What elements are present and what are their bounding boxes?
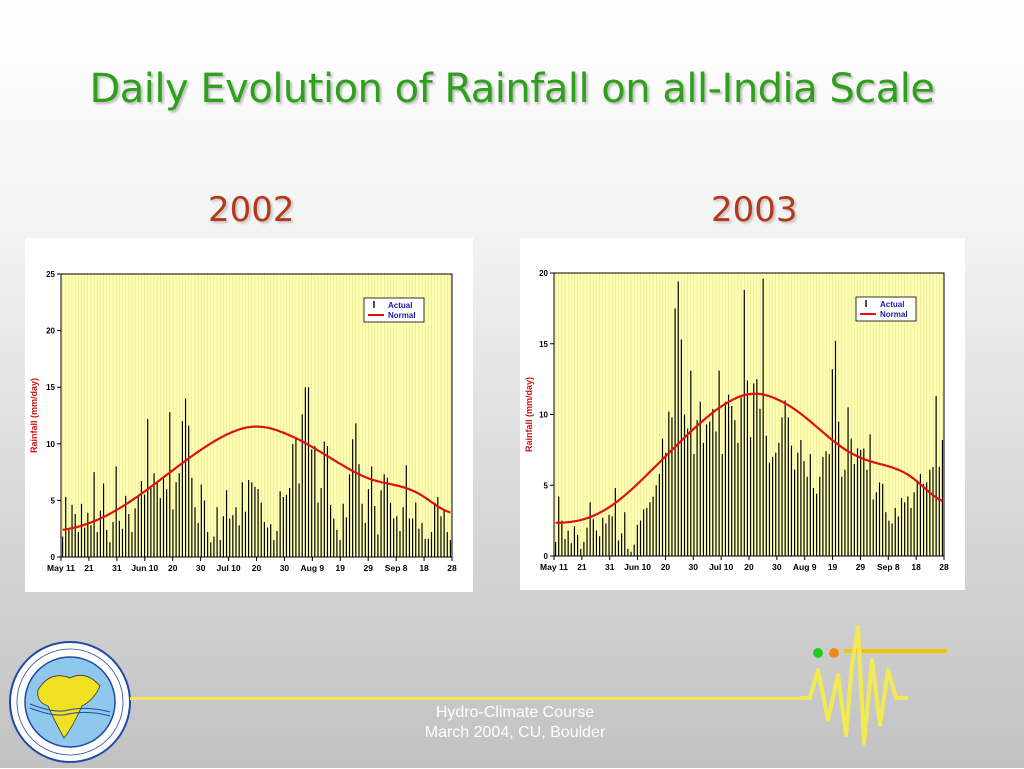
x-tick-label: Sep 8 <box>385 563 408 573</box>
slide-title: Daily Evolution of Rainfall on all-India… <box>89 66 935 112</box>
x-tick-label: Jul 10 <box>709 562 733 572</box>
green-dot-icon <box>813 648 823 658</box>
chart-2003-svg: 0 5 10 15 20 Rainfall (mm/day) May 11 21 31 Jun 1… <box>524 269 949 572</box>
normal-line <box>555 392 943 524</box>
y-axis-label: Rainfall (mm/day) <box>29 378 39 453</box>
y-tick-label: 10 <box>46 440 55 449</box>
x-tick-label: 20 <box>661 562 671 572</box>
x-tick-label: Jul 10 <box>217 563 241 573</box>
legend-actual-label: Actual <box>880 300 904 309</box>
year-label-2003: 2003 <box>711 190 798 230</box>
x-tick-label: 29 <box>856 562 866 572</box>
legend-actual-label: Actual <box>388 301 412 310</box>
x-tick-label: 30 <box>280 563 290 573</box>
y-tick-label: 0 <box>51 553 56 562</box>
chart-2002-svg: 0 5 10 15 20 25 Rainfall (mm/day) May 11 21 31 Jun… <box>29 270 457 573</box>
year-label-2002: 2002 <box>208 190 295 230</box>
x-tick-label: 20 <box>744 562 754 572</box>
y-tick-label: 5 <box>544 481 549 490</box>
footer-divider <box>130 697 810 700</box>
x-tick-label: 28 <box>447 563 457 573</box>
x-tick-label: 29 <box>363 563 373 573</box>
x-tick-label: 18 <box>419 563 429 573</box>
x-tick-label: May 11 <box>47 563 75 573</box>
y-tick-label: 0 <box>544 552 549 561</box>
y-tick-label: 5 <box>51 496 56 505</box>
legend-normal-label: Normal <box>880 310 908 319</box>
x-tick-label: Aug 9 <box>793 562 817 572</box>
seismograph-decoration <box>800 625 960 755</box>
x-tick-label: 19 <box>828 562 838 572</box>
x-tick-label: 20 <box>168 563 178 573</box>
x-tick-label: 30 <box>689 562 699 572</box>
y-tick-label: 15 <box>46 383 55 392</box>
normal-line <box>62 425 451 531</box>
footer-caption: Hydro-Climate Course March 2004, CU, Bou… <box>380 703 650 743</box>
chart-2003: 0 5 10 15 20 Rainfall (mm/day) May 11 21 31 Jun 1… <box>520 238 965 590</box>
x-tick-label: 21 <box>577 562 587 572</box>
institute-seal-icon <box>8 640 132 769</box>
x-tick-label: Jun 10 <box>131 563 158 573</box>
x-tick-label: 18 <box>911 562 921 572</box>
footer-date-place: March 2004, CU, Boulder <box>424 724 606 741</box>
x-tick-label: Jun 10 <box>624 562 651 572</box>
legend-normal-label: Normal <box>388 311 416 320</box>
x-tick-label: 30 <box>196 563 206 573</box>
x-tick-label: May 11 <box>540 562 568 572</box>
y-tick-label: 15 <box>539 340 548 349</box>
orange-dot-icon <box>829 648 839 658</box>
y-tick-label: 25 <box>46 270 55 279</box>
x-tick-label: 31 <box>112 563 122 573</box>
y-tick-label: 20 <box>46 327 55 336</box>
y-tick-label: 10 <box>539 411 548 420</box>
x-tick-label: 20 <box>252 563 262 573</box>
x-tick-label: Sep 8 <box>877 562 900 572</box>
x-tick-label: 28 <box>939 562 949 572</box>
y-axis-label: Rainfall (mm/day) <box>524 377 534 452</box>
x-tick-label: 19 <box>336 563 346 573</box>
x-tick-label: Aug 9 <box>301 563 325 573</box>
chart-2002: 0 5 10 15 20 25 Rainfall (mm/day) May 11 21 31 Jun… <box>25 238 473 592</box>
footer-course: Hydro-Climate Course <box>435 704 595 721</box>
x-tick-label: 21 <box>84 563 94 573</box>
x-tick-label: 31 <box>605 562 615 572</box>
x-tick-label: 30 <box>772 562 782 572</box>
y-tick-label: 20 <box>539 269 548 278</box>
